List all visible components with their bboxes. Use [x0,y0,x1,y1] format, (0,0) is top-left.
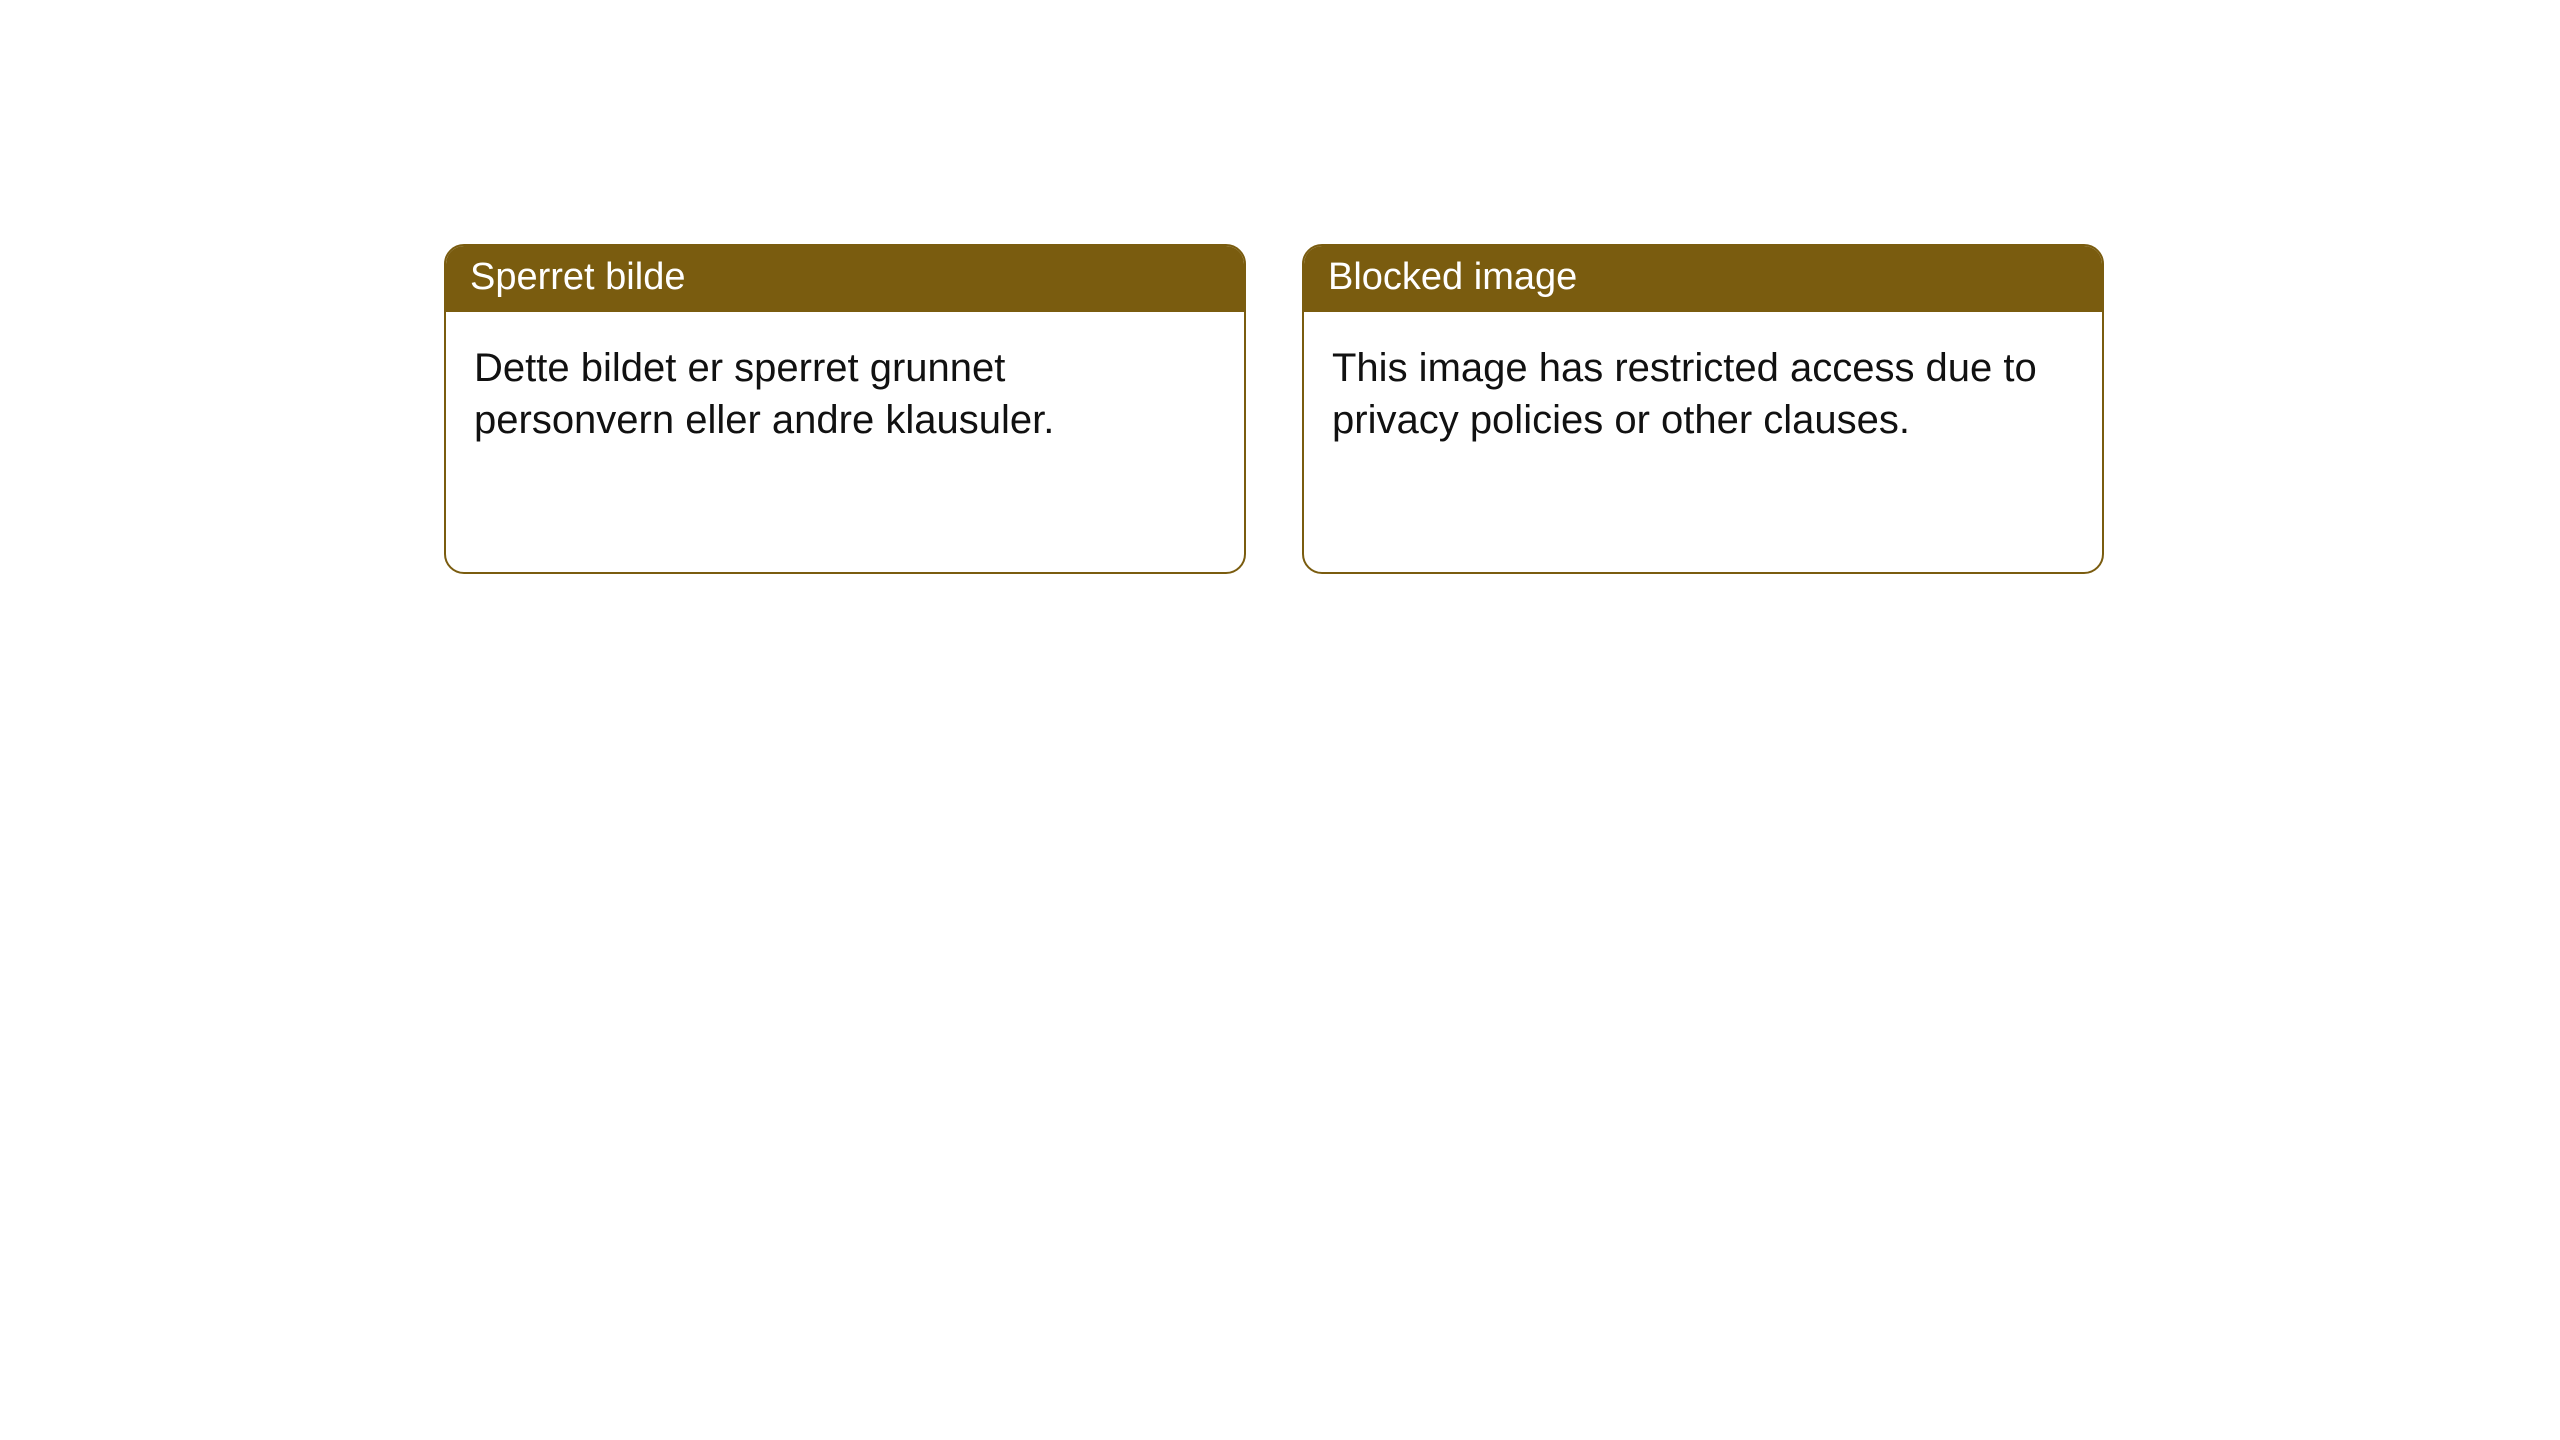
blocked-image-card-en: Blocked image This image has restricted … [1302,244,2104,574]
card-body: Dette bildet er sperret grunnet personve… [446,312,1244,476]
blocked-image-card-no: Sperret bilde Dette bildet er sperret gr… [444,244,1246,574]
card-body-text: This image has restricted access due to … [1332,346,2037,442]
card-body-text: Dette bildet er sperret grunnet personve… [474,346,1054,442]
card-header: Sperret bilde [446,246,1244,312]
card-title: Sperret bilde [470,256,685,298]
card-title: Blocked image [1328,256,1577,298]
notice-container: Sperret bilde Dette bildet er sperret gr… [0,0,2560,574]
card-header: Blocked image [1304,246,2102,312]
card-body: This image has restricted access due to … [1304,312,2102,476]
